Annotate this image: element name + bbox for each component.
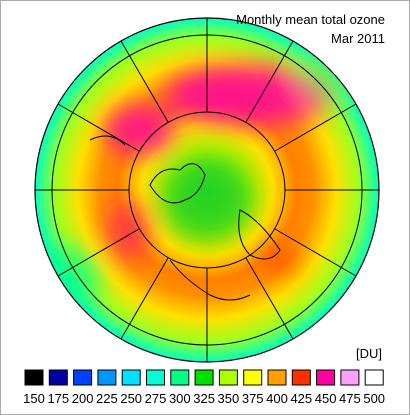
swatch-label: 325 xyxy=(193,391,215,406)
swatch-label: 225 xyxy=(96,391,118,406)
swatch-label: 300 xyxy=(169,391,191,406)
color-swatch xyxy=(194,369,214,386)
map-border xyxy=(34,17,380,363)
color-swatch xyxy=(121,369,141,386)
swatch-label: 200 xyxy=(72,391,94,406)
swatch-label: 375 xyxy=(242,391,264,406)
color-swatch xyxy=(170,369,190,386)
color-swatch xyxy=(48,369,68,386)
ozone-field xyxy=(35,18,379,362)
subtitle: Mar 2011 xyxy=(331,31,385,46)
swatch-label: 475 xyxy=(339,391,361,406)
swatch-label: 175 xyxy=(47,391,69,406)
color-swatch xyxy=(73,369,93,386)
color-swatch xyxy=(291,369,311,386)
swatch-label: 150 xyxy=(23,391,45,406)
swatch-label: 400 xyxy=(266,391,288,406)
color-swatch xyxy=(243,369,263,386)
swatch-label: 500 xyxy=(363,391,385,406)
color-swatch xyxy=(340,369,360,386)
swatch-label: 275 xyxy=(145,391,167,406)
swatch-label: 250 xyxy=(120,391,142,406)
swatch-label: 425 xyxy=(290,391,312,406)
swatch-label: 450 xyxy=(315,391,337,406)
color-swatch xyxy=(364,369,384,386)
title: Monthly mean total ozone xyxy=(236,12,385,27)
unit-label: [DU] xyxy=(356,346,382,361)
color-swatch xyxy=(97,369,117,386)
color-swatch xyxy=(218,369,238,386)
color-swatch xyxy=(267,369,287,386)
color-swatch xyxy=(316,369,336,386)
color-swatch xyxy=(24,369,44,386)
swatch-label: 350 xyxy=(218,391,240,406)
colorbar: 150 175 200 225 250 275 300 325 350 375 400 425 450 4… xyxy=(23,369,385,406)
color-swatch xyxy=(146,369,165,386)
